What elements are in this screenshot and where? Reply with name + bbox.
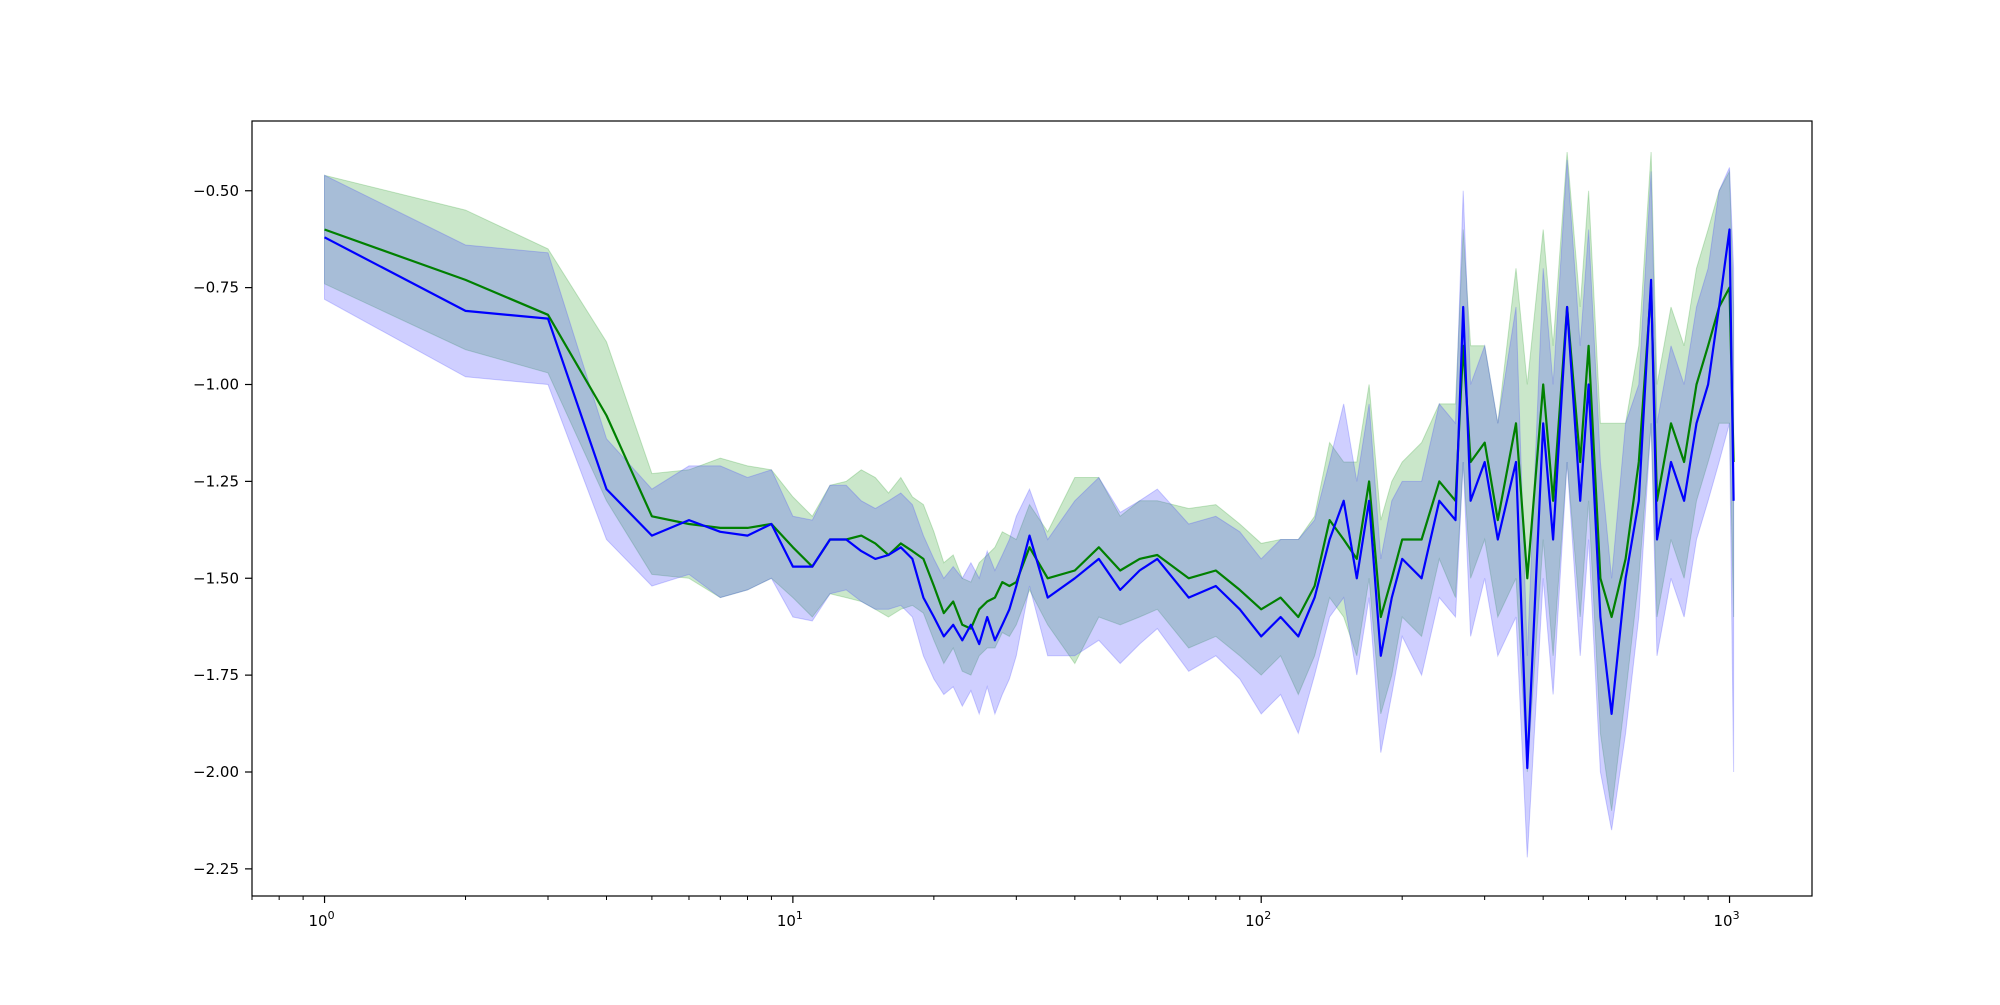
y-tick-label: −0.75 — [193, 279, 239, 297]
series-1-band — [324, 151, 1735, 811]
y-tick-label: −1.25 — [193, 472, 239, 490]
y-tick-label: −1.75 — [193, 666, 239, 684]
y-tick-label: −2.25 — [193, 860, 239, 878]
y-tick-label: −2.00 — [193, 763, 239, 781]
y-tick-label: −1.00 — [193, 376, 239, 394]
series-1-line — [324, 228, 1735, 630]
y-axis: −0.50 −0.75 −1.00 −1.25 −1.50 −1.75 −2.00 −2.25 — [193, 182, 252, 878]
series-lines — [323, 228, 1735, 770]
y-tick-label: −0.50 — [193, 182, 239, 200]
x-axis: 100 101 102 103 — [251, 896, 1740, 930]
series-2-line — [323, 228, 1735, 770]
series-2-band — [324, 159, 1735, 858]
plot-frame — [251, 120, 1813, 897]
y-tick-label: −1.50 — [193, 569, 239, 587]
confidence-bands — [324, 151, 1735, 858]
